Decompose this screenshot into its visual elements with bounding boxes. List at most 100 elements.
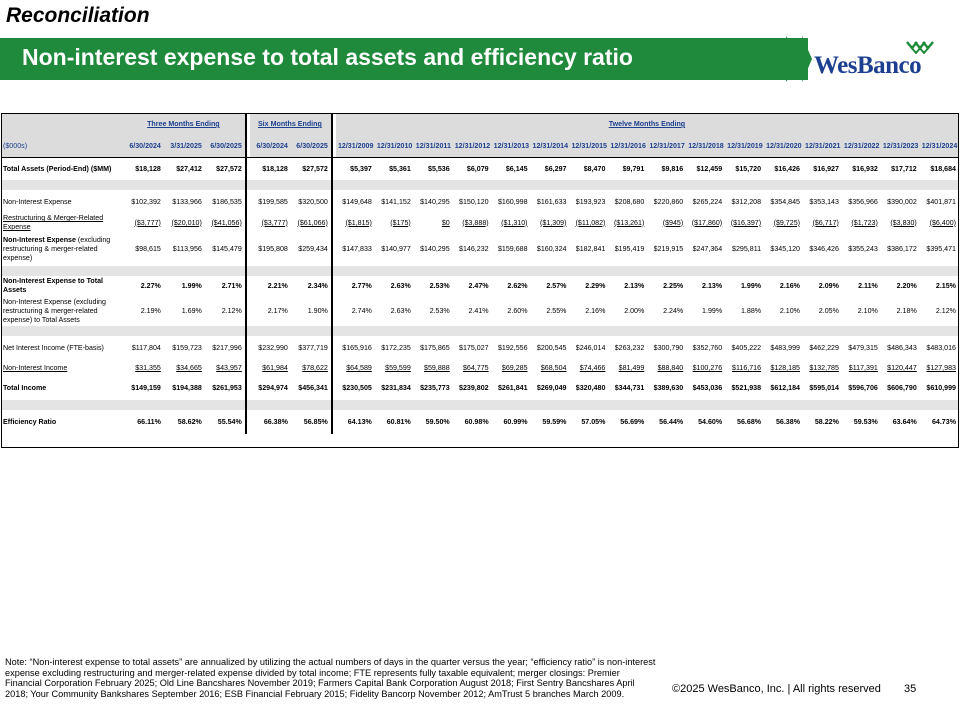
table-cell: 2.24%	[663, 306, 684, 315]
table-cell: 2.18%	[896, 306, 917, 315]
table-cell: 63.64%	[892, 417, 917, 426]
table-cell: $247,364	[692, 244, 723, 253]
table-cell: $6,079	[452, 157, 492, 180]
table-cell: $261,953	[212, 383, 242, 392]
table-cell: 2.74%	[351, 306, 372, 315]
table-cell: $161,633	[536, 197, 567, 206]
table-cell: $194,388	[172, 383, 202, 392]
table-cell: $239,802	[459, 383, 489, 392]
table-cell: 56.69%	[620, 417, 645, 426]
table-cell: $320,500	[298, 197, 328, 206]
table-cell: 2.12%	[935, 306, 956, 315]
table-cell: 2.21%	[267, 281, 288, 290]
table-cell: 2.47%	[468, 281, 489, 290]
table-cell: $345,120	[770, 244, 800, 253]
table-cell: $483,999	[770, 343, 800, 352]
table-cell: $172,235	[381, 343, 411, 352]
table-cell: 1.99%	[181, 281, 202, 290]
table-cell: 59.53%	[853, 417, 878, 426]
table-cell: ($11,082)	[575, 218, 606, 227]
table-cell: 60.99%	[503, 417, 528, 426]
table-cell: ($1,723)	[851, 218, 878, 227]
table-cell: $59,599	[385, 363, 411, 372]
table-cell: $165,916	[342, 343, 372, 352]
table-cell: $149,159	[131, 383, 161, 392]
table-cell: $232,990	[258, 343, 288, 352]
table-cell: $259,434	[298, 244, 328, 253]
column-header: 12/31/2019	[725, 136, 765, 158]
table-cell: $18,128	[249, 157, 291, 180]
table-cell: 2.17%	[267, 306, 288, 315]
table-cell: ($1,310)	[501, 218, 528, 227]
table-cell: $462,229	[809, 343, 839, 352]
column-header: 12/31/2024	[919, 136, 959, 158]
table-cell: $175,865	[420, 343, 450, 352]
table-cell: $102,392	[131, 197, 161, 206]
table-cell: 66.38%	[263, 417, 288, 426]
table-cell: 2.57%	[546, 281, 567, 290]
table-cell: $193,923	[575, 197, 606, 206]
table-cell: $352,760	[692, 343, 723, 352]
table-cell: 2.71%	[221, 281, 242, 290]
table-cell: $43,957	[216, 363, 242, 372]
table-cell: $149,648	[342, 197, 372, 206]
column-header: 6/30/2024	[122, 136, 164, 158]
table-cell: 2.55%	[546, 306, 567, 315]
table-cell: $208,680	[614, 197, 645, 206]
table-cell: $246,014	[575, 343, 606, 352]
table-cell: $140,295	[420, 244, 450, 253]
table-cell: 2.16%	[779, 281, 800, 290]
table-cell: $117,391	[848, 363, 878, 372]
table-cell: $395,471	[926, 244, 956, 253]
table-cell: $353,143	[809, 197, 839, 206]
table-row: Non-Interest Expense $102,392 $133,966 $186…	[1, 190, 959, 214]
table-cell: 2.12%	[221, 306, 242, 315]
table-cell: $344,731	[614, 383, 645, 392]
table-cell: $390,002	[887, 197, 917, 206]
table-cell: 2.09%	[818, 281, 839, 290]
table-cell: $195,808	[258, 244, 288, 253]
table-cell: $235,773	[420, 383, 450, 392]
table-cell: $175,027	[459, 343, 489, 352]
table-cell: 1.99%	[740, 281, 762, 290]
spacer-row	[1, 326, 959, 336]
chevron-decoration	[786, 36, 802, 82]
table-cell: $386,172	[887, 244, 917, 253]
table-cell: $59,888	[424, 363, 450, 372]
table-cell: $146,232	[459, 244, 489, 253]
page-title: Non-interest expense to total assets and…	[22, 44, 633, 70]
table-cell: 2.20%	[896, 281, 917, 290]
table-cell: $182,841	[575, 244, 606, 253]
header-group-row: Three Months Ending Six Months Ending Tw…	[1, 113, 959, 136]
table-cell: $389,630	[653, 383, 684, 392]
table-row: Restructuring & Merger-Related Expense ($…	[1, 214, 959, 232]
table-cell: 60.98%	[464, 417, 489, 426]
spacer-row	[1, 180, 959, 190]
table-cell: $355,243	[848, 244, 878, 253]
table-row: Non-Interest Expense to Total Assets 2.27…	[1, 276, 959, 296]
table-cell: $16,927	[803, 157, 842, 180]
table-cell: $160,324	[536, 244, 567, 253]
table-cell: 58.62%	[177, 417, 202, 426]
table-cell: $0	[441, 218, 450, 227]
table-cell: $261,841	[497, 383, 528, 392]
table-cell: $5,536	[413, 157, 453, 180]
column-header: 12/31/2017	[647, 136, 687, 158]
table-cell: 2.13%	[702, 281, 723, 290]
spacer-row	[1, 266, 959, 276]
table-cell: $6,145	[491, 157, 531, 180]
table-cell: $150,120	[459, 197, 489, 206]
table-cell: $356,966	[848, 197, 878, 206]
table-cell: 2.62%	[507, 281, 528, 290]
table-cell: 2.41%	[468, 306, 489, 315]
table-cell: $12,459	[686, 157, 726, 180]
table-cell: $31,355	[135, 363, 161, 372]
table-cell: 1.88%	[740, 306, 762, 315]
table-cell: 56.85%	[303, 417, 328, 426]
row-label: Efficiency Ratio	[3, 417, 57, 426]
table-cell: $456,341	[298, 383, 328, 392]
table-cell: 2.10%	[779, 306, 800, 315]
group-six-months: Six Months Ending	[249, 113, 332, 136]
table-cell: ($6,717)	[812, 218, 839, 227]
table-cell: 58.22%	[814, 417, 839, 426]
